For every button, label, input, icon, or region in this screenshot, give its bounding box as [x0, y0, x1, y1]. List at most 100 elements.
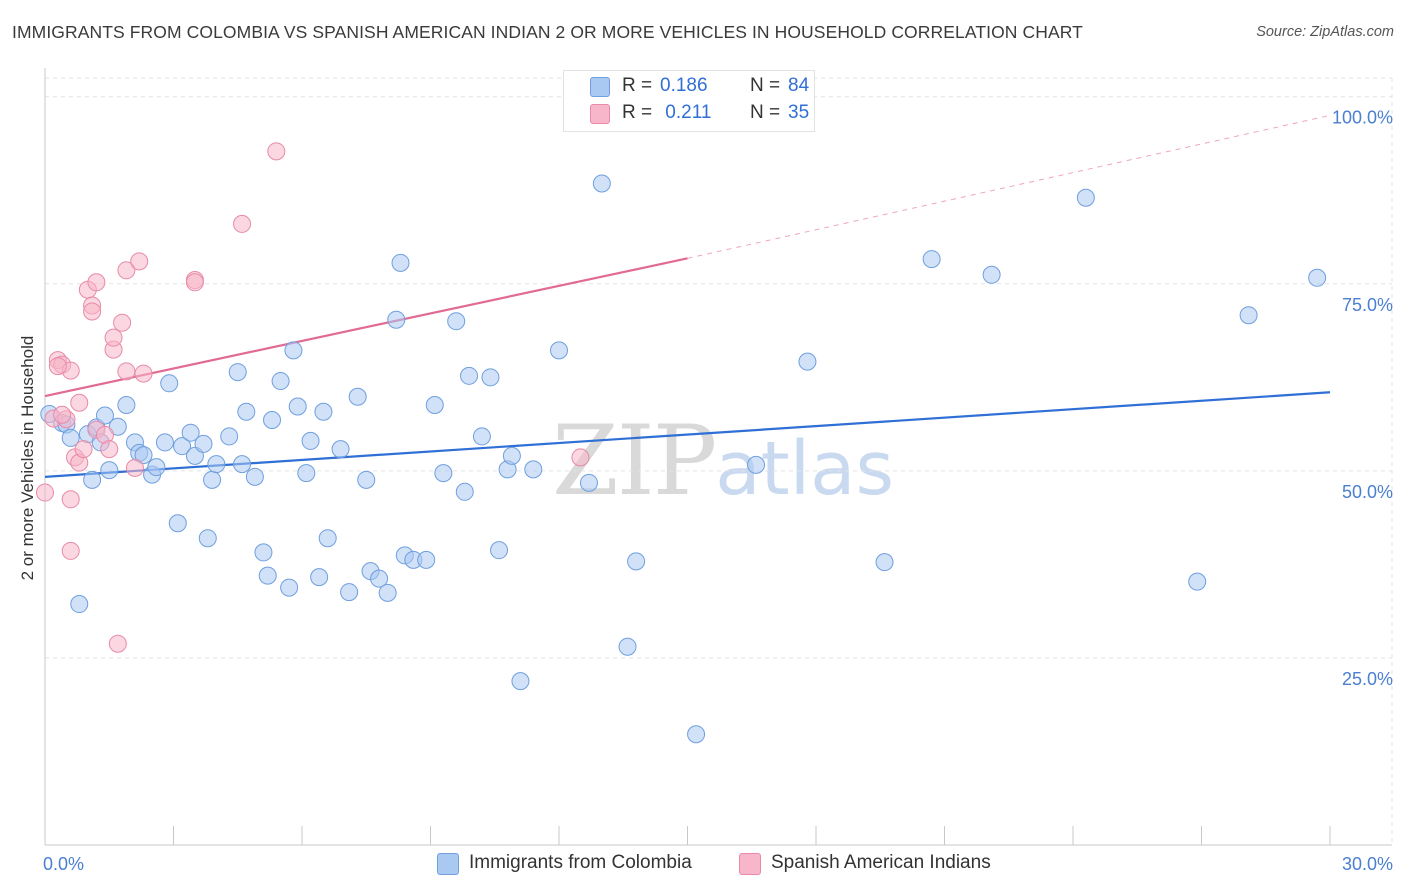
trend-line-colombia [44, 391, 1331, 478]
data-point-spanish-american-indian [70, 393, 89, 412]
data-point-colombia [284, 341, 303, 360]
data-point-colombia [511, 672, 530, 691]
data-point-colombia [579, 473, 598, 492]
data-point-colombia [922, 250, 941, 269]
data-point-colombia [481, 368, 500, 387]
legend-r-value: 0.211 [660, 102, 712, 123]
data-point-spanish-american-indian [125, 458, 144, 477]
data-point-spanish-american-indian [61, 490, 80, 509]
data-point-colombia [490, 541, 509, 560]
watermark-atlas: atlas [715, 426, 895, 512]
source-credit: Source: ZipAtlas.com [1256, 24, 1394, 40]
data-point-colombia [147, 458, 166, 477]
data-point-spanish-american-indian [100, 440, 119, 459]
data-point-spanish-american-indian [87, 273, 106, 292]
data-point-colombia [1076, 188, 1095, 207]
legend-label: Immigrants from Colombia [469, 852, 692, 873]
data-point-spanish-american-indian [117, 261, 136, 280]
data-point-colombia [618, 637, 637, 656]
legend-r-label: R = [622, 102, 653, 123]
data-point-spanish-american-indian [53, 405, 72, 424]
data-point-colombia [747, 455, 766, 474]
data-point-colombia [502, 446, 521, 465]
x-tick-label: 0.0% [43, 854, 84, 874]
data-point-colombia [117, 396, 136, 415]
data-point-colombia [233, 455, 252, 474]
data-point-colombia [271, 372, 290, 391]
data-point-colombia [280, 578, 299, 597]
data-point-colombia [425, 396, 444, 415]
data-point-colombia [1308, 268, 1327, 287]
y-tick-label: 50.0% [1342, 482, 1393, 502]
data-point-colombia [348, 387, 367, 406]
data-point-colombia [160, 374, 179, 393]
x-tick-label: 30.0% [1342, 854, 1393, 874]
data-point-colombia [301, 431, 320, 450]
data-point-colombia [220, 427, 239, 446]
data-point-colombia [387, 310, 406, 329]
data-point-colombia [357, 470, 376, 489]
data-point-colombia [108, 417, 127, 436]
data-point-colombia [61, 428, 80, 447]
data-point-colombia [417, 550, 436, 569]
data-point-spanish-american-indian [74, 440, 93, 459]
data-point-colombia [318, 529, 337, 548]
data-point-colombia [687, 725, 706, 744]
data-point-colombia [297, 464, 316, 483]
data-point-colombia [181, 423, 200, 442]
data-point-spanish-american-indian [48, 357, 67, 376]
data-point-spanish-american-indian [61, 541, 80, 560]
data-point-colombia [378, 583, 397, 602]
data-point-spanish-american-indian [117, 362, 136, 381]
data-point-colombia [100, 461, 119, 480]
data-point-colombia [173, 437, 192, 456]
legend-n-value: 84 [788, 75, 810, 96]
data-point-colombia [263, 410, 282, 429]
data-point-colombia [134, 446, 153, 465]
data-point-spanish-american-indian [571, 448, 590, 467]
data-point-colombia [70, 595, 89, 614]
data-point-colombia [198, 529, 217, 548]
data-point-spanish-american-indian [108, 634, 127, 653]
data-point-colombia [194, 434, 213, 453]
data-point-colombia [288, 397, 307, 416]
data-point-colombia [875, 553, 894, 572]
data-point-spanish-american-indian [130, 252, 149, 271]
data-point-colombia [228, 363, 247, 382]
data-point-colombia [982, 265, 1001, 284]
data-point-colombia [168, 514, 187, 533]
data-point-colombia [203, 470, 222, 489]
data-point-colombia [798, 352, 817, 371]
data-point-colombia [237, 402, 256, 421]
data-point-colombia [455, 482, 474, 501]
data-point-colombia [310, 568, 329, 587]
data-point-spanish-american-indian [233, 214, 252, 233]
legend-n-label: N = [750, 75, 781, 96]
data-point-colombia [331, 440, 350, 459]
data-point-colombia [550, 341, 568, 360]
y-tick-label: 100.0% [1332, 108, 1393, 128]
legend-n-value: 35 [788, 102, 810, 123]
data-point-spanish-american-indian [36, 483, 54, 502]
data-point-colombia [434, 464, 453, 483]
axes [44, 68, 1392, 846]
data-point-colombia [460, 366, 479, 385]
data-point-colombia [83, 470, 102, 489]
y-tick-label: 75.0% [1342, 295, 1393, 315]
legend-swatch-pink [739, 853, 761, 875]
data-point-spanish-american-indian [267, 142, 286, 161]
data-point-colombia [245, 467, 264, 486]
legend-swatch-blue [437, 853, 459, 875]
legend-r-value: 0.186 [660, 75, 708, 96]
correlation-legend: R = 0.186 N = 84 R = 0.211 N = 35 [563, 70, 815, 132]
data-point-colombia [340, 583, 359, 602]
data-point-colombia [370, 569, 389, 588]
data-point-colombia [254, 543, 273, 562]
trend-lines [44, 114, 1331, 478]
data-point-colombia [447, 312, 466, 331]
y-tick-label: 25.0% [1342, 669, 1393, 689]
data-point-spanish-american-indian [104, 328, 123, 347]
data-point-colombia [314, 402, 333, 421]
legend-swatch-blue [590, 77, 610, 97]
